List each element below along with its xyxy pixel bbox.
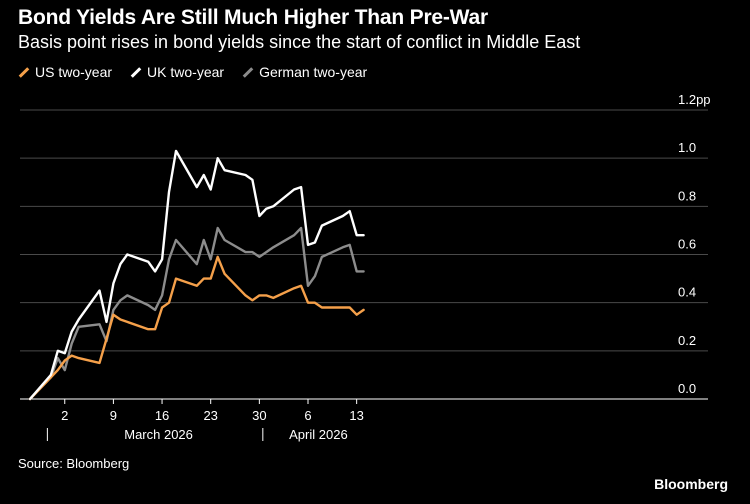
source-note: Source: Bloomberg bbox=[18, 456, 130, 471]
legend-item-german: German two-year bbox=[242, 64, 367, 80]
x-tick-label-0: 2 bbox=[61, 408, 68, 423]
y-tick-label-1: 0.2 bbox=[678, 333, 696, 348]
chart-subtitle: Basis point rises in bond yields since t… bbox=[18, 32, 581, 52]
y-tick-label-4: 0.8 bbox=[678, 188, 696, 203]
x-tick-label-4: 30 bbox=[252, 408, 266, 423]
y-tick-label-6: 1.2pp bbox=[678, 92, 711, 107]
legend-item-us: US two-year bbox=[18, 64, 112, 80]
chart-title: Bond Yields Are Still Much Higher Than P… bbox=[18, 6, 488, 29]
y-tick-label-5: 1.0 bbox=[678, 140, 696, 155]
legend-label-uk: UK two-year bbox=[147, 64, 225, 80]
x-tick-label-1: 9 bbox=[110, 408, 117, 423]
x-tick-label-5: 6 bbox=[304, 408, 311, 423]
us-two-year-line bbox=[28, 255, 365, 401]
legend: US two-year UK two-year German two-year bbox=[18, 64, 367, 80]
y-tick-label-3: 0.6 bbox=[678, 237, 696, 252]
month-label-0: March 2026 bbox=[124, 427, 193, 442]
y-tick-label-2: 0.4 bbox=[678, 285, 696, 300]
german-two-year-line bbox=[28, 226, 365, 401]
y-tick-label-0: 0.0 bbox=[678, 381, 696, 396]
x-tick-label-3: 23 bbox=[203, 408, 217, 423]
month-label-1: April 2026 bbox=[289, 427, 348, 442]
legend-item-uk: UK two-year bbox=[130, 64, 224, 80]
brand-logo-text: Bloomberg bbox=[654, 476, 728, 492]
x-tick-label-6: 13 bbox=[349, 408, 363, 423]
x-tick-label-2: 16 bbox=[155, 408, 169, 423]
legend-label-us: US two-year bbox=[35, 64, 113, 80]
legend-label-german: German two-year bbox=[259, 64, 368, 80]
uk-two-year-line bbox=[28, 149, 365, 401]
